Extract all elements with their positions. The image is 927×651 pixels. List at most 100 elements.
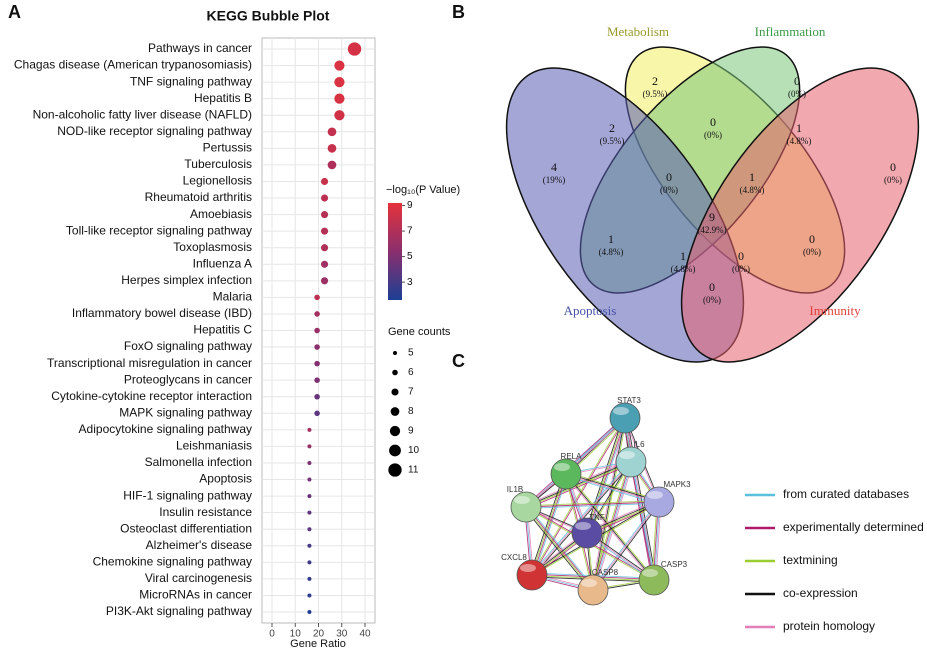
- y-tick-label: Alzheimer's disease: [146, 538, 253, 552]
- network-edge: [592, 501, 660, 591]
- node-highlight: [642, 569, 658, 577]
- colorbar-tick-label: 7: [407, 226, 413, 237]
- network-edge: [526, 502, 660, 509]
- bubble: [334, 93, 345, 104]
- legend-label: experimentally determined: [783, 520, 924, 534]
- y-tick-label: Non-alcoholic fatty liver disease (NAFLD…: [33, 107, 252, 121]
- venn-count: 1: [680, 249, 686, 263]
- bubble: [314, 311, 320, 317]
- venn-count: 4: [551, 160, 557, 174]
- y-tick-label: Chagas disease (American trypanosomiasis…: [14, 58, 252, 72]
- network-node: [516, 559, 548, 591]
- network-node: [643, 486, 675, 518]
- bubble: [307, 527, 312, 532]
- legend-label: from curated databases: [783, 487, 909, 501]
- network-edge: [532, 418, 626, 576]
- venn-count: 0: [738, 249, 744, 263]
- bubble: [307, 444, 312, 449]
- network-edge: [566, 471, 660, 501]
- bubble: [307, 427, 312, 432]
- bubble: [314, 377, 320, 383]
- bubble: [307, 494, 312, 499]
- y-tick-label: Insulin resistance: [159, 505, 252, 519]
- venn-percent: (0%): [703, 295, 721, 305]
- bubble: [314, 294, 320, 301]
- size-legend-marker: [388, 463, 402, 477]
- bubble: [334, 60, 345, 71]
- venn-set: [680, 67, 920, 363]
- size-legend-title: Gene counts: [388, 326, 451, 338]
- colorbar-tick-label: 5: [407, 251, 413, 262]
- network-node: [615, 446, 647, 478]
- bubble: [307, 560, 312, 565]
- bubble: [334, 110, 345, 121]
- bubble: [307, 510, 312, 515]
- venn-percent: (4.8%): [787, 136, 812, 146]
- y-tick-label: Apoptosis: [199, 472, 252, 486]
- venn-percent: (42.9%): [697, 225, 726, 235]
- y-tick-label: TNF signaling pathway: [130, 74, 252, 88]
- bubble: [320, 260, 329, 268]
- colorbar-title: −log₁₀(P Value): [386, 184, 460, 196]
- node-label: IL1B: [507, 485, 523, 494]
- colorbar-tick-label: 3: [407, 277, 413, 288]
- bubble: [314, 360, 320, 367]
- y-tick-label: Inflammatory bowel disease (IBD): [72, 306, 252, 320]
- node-label: TNF: [589, 513, 605, 522]
- network-edge: [529, 473, 565, 575]
- size-legend-marker: [390, 407, 400, 416]
- size-legend-label: 6: [408, 367, 414, 378]
- bubble: [314, 410, 320, 417]
- venn-count: 1: [749, 170, 755, 184]
- network-edge: [594, 462, 634, 591]
- network-edge: [532, 474, 568, 576]
- node-highlight: [514, 496, 530, 504]
- network-edge: [530, 473, 566, 575]
- y-tick-label: MAPK signaling pathway: [119, 405, 252, 419]
- network-edge: [565, 475, 659, 505]
- network-edge: [591, 461, 631, 590]
- node-label: RELA: [561, 452, 583, 461]
- panel-label: A: [8, 2, 21, 22]
- venn-count: 2: [652, 74, 658, 88]
- network-edge: [566, 472, 656, 580]
- size-legend-marker: [389, 425, 401, 437]
- venn-count: 1: [796, 121, 802, 135]
- venn-count: 0: [710, 115, 716, 129]
- y-tick-label: Osteoclast differentiation: [120, 521, 252, 535]
- y-tick-label: Rheumatoid arthritis: [145, 190, 252, 204]
- bubble: [314, 393, 320, 400]
- venn-percent: (0%): [803, 247, 821, 257]
- network-node: [550, 458, 582, 490]
- y-tick-label: Cytokine-cytokine receptor interaction: [51, 389, 252, 403]
- venn-percent: (0%): [704, 130, 722, 140]
- venn-count: 0: [666, 170, 672, 184]
- network-node: [609, 402, 641, 434]
- venn-percent: (0%): [788, 89, 806, 99]
- node-label: CXCL8: [501, 553, 527, 562]
- venn-count: 0: [809, 232, 815, 246]
- venn-percent: (9.5%): [643, 89, 668, 99]
- bubble: [320, 227, 329, 235]
- venn-percent: (0%): [884, 175, 902, 185]
- node-highlight: [575, 522, 591, 530]
- colorbar: [388, 203, 402, 300]
- y-tick-label: Hepatitis C: [193, 323, 252, 337]
- y-tick-label: PI3K-Akt signaling pathway: [106, 604, 252, 618]
- y-tick-label: Malaria: [213, 290, 253, 304]
- network-edge: [533, 474, 569, 576]
- bubble: [307, 543, 312, 548]
- venn-count: 2: [609, 121, 615, 135]
- network-edge: [587, 418, 627, 534]
- bubble: [320, 277, 329, 285]
- network-edge: [588, 418, 628, 534]
- node-label: IL6: [633, 440, 645, 449]
- bubble: [307, 593, 312, 598]
- size-legend-label: 11: [408, 465, 419, 476]
- node-highlight: [647, 491, 663, 499]
- venn-percent: (0%): [732, 264, 750, 274]
- node-label: CASP3: [661, 560, 688, 569]
- network-node: [577, 574, 609, 606]
- bubble: [347, 42, 362, 56]
